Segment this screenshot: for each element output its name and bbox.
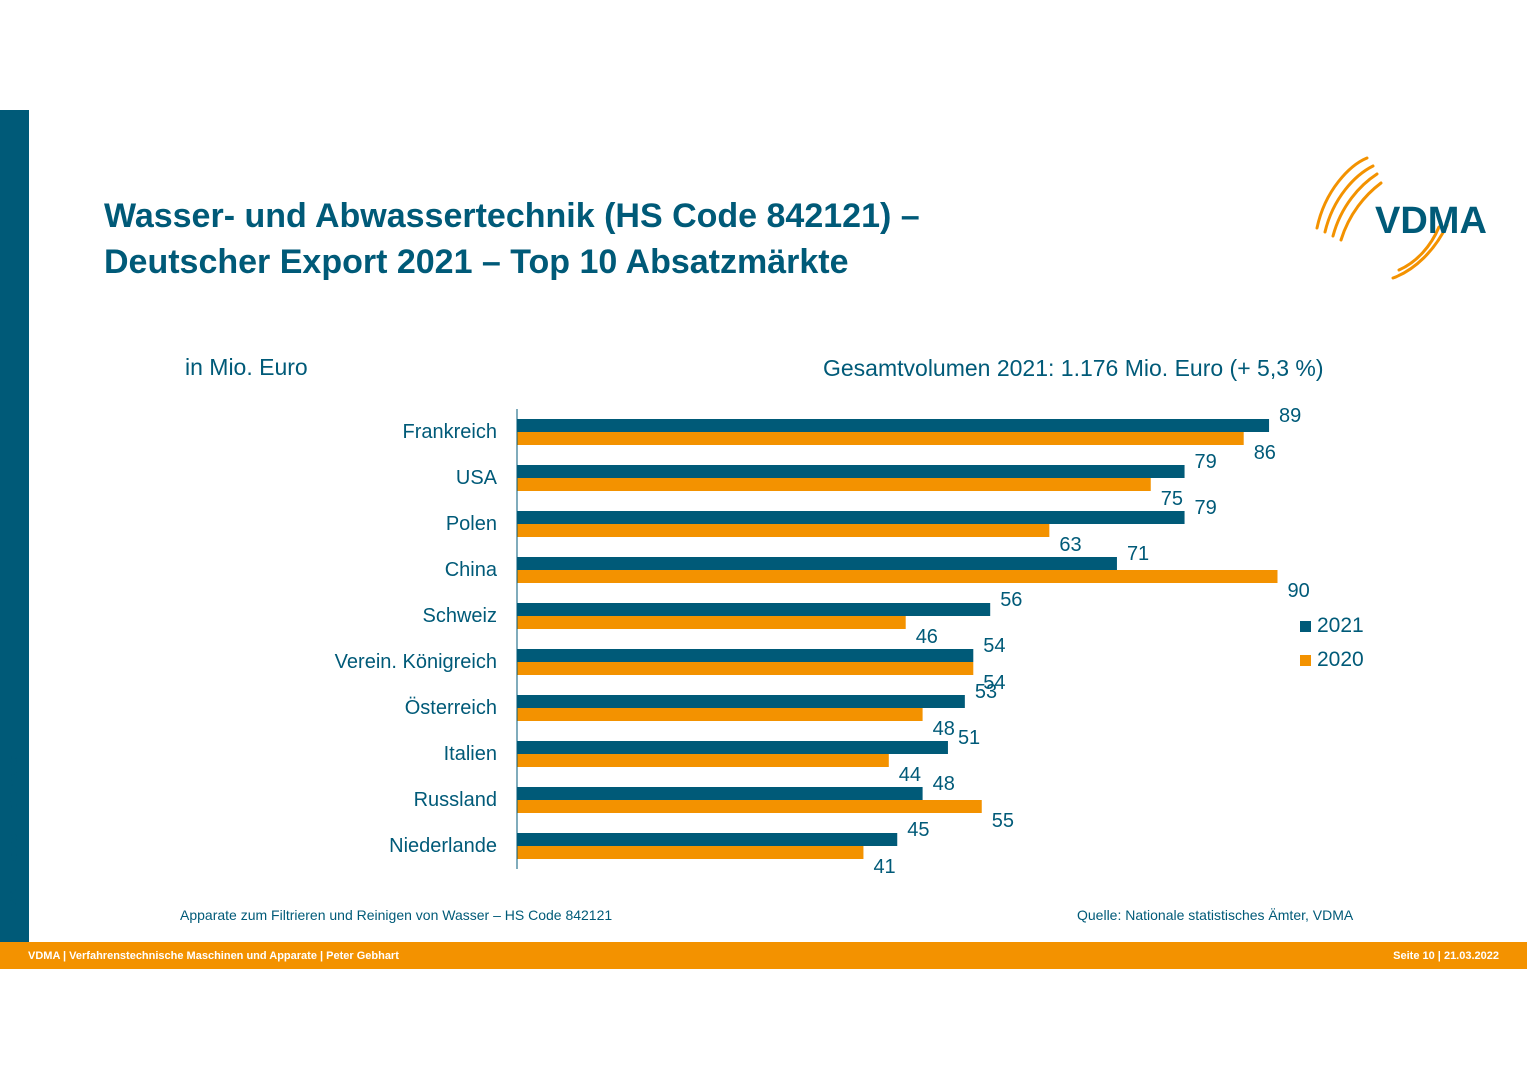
bar-2020-osterreich xyxy=(517,708,923,721)
bar-2020-russland xyxy=(517,800,982,813)
bar-2021-schweiz xyxy=(517,603,991,616)
legend-label-2020: 2020 xyxy=(1317,648,1364,671)
bar-2021-russland xyxy=(517,787,923,800)
bar-2020-usa xyxy=(517,478,1151,491)
value-label-2021-verein-konigreich: 54 xyxy=(983,635,1005,657)
vdma-logo: VDMA xyxy=(1315,156,1487,280)
bar-2020-niederlande xyxy=(517,846,864,859)
bar-2020-italien xyxy=(517,754,889,767)
footer-bar: VDMA | Verfahrenstechnische Maschinen un… xyxy=(0,942,1527,969)
category-label-polen: Polen xyxy=(446,513,497,535)
legend-label-2021: 2021 xyxy=(1317,614,1364,637)
value-label-2020-frankreich: 86 xyxy=(1254,442,1276,464)
bar-2020-schweiz xyxy=(517,616,906,629)
value-label-2020-china: 90 xyxy=(1288,580,1310,602)
category-label-usa: USA xyxy=(456,467,498,489)
value-label-2020-schweiz: 46 xyxy=(916,626,938,648)
legend-swatch-2020 xyxy=(1300,654,1311,666)
category-label-russland: Russland xyxy=(414,789,497,811)
bar-2021-niederlande xyxy=(517,833,898,846)
bar-2021-verein-konigreich xyxy=(517,649,974,662)
bar-2020-polen xyxy=(517,524,1050,537)
value-label-2020-italien: 44 xyxy=(899,764,921,786)
category-label-china: China xyxy=(445,559,498,581)
value-label-2021-italien: 51 xyxy=(958,727,980,749)
value-label-2020-usa: 75 xyxy=(1161,488,1183,510)
side-accent-bar xyxy=(0,110,29,942)
footer-left-text: VDMA | Verfahrenstechnische Maschinen un… xyxy=(28,950,399,962)
legend-item-2020: 2020 xyxy=(1300,643,1364,677)
bar-2020-frankreich xyxy=(517,432,1244,445)
category-label-italien: Italien xyxy=(444,743,497,765)
value-label-2021-niederlande: 45 xyxy=(907,819,929,841)
value-label-2021-russland: 48 xyxy=(933,773,955,795)
title-line-1: Wasser- und Abwassertechnik (HS Code 842… xyxy=(104,197,920,235)
footer-right-text: Seite 10 | 21.03.2022 xyxy=(1393,950,1499,962)
value-label-2021-schweiz: 56 xyxy=(1000,589,1022,611)
bar-2020-china xyxy=(517,570,1278,583)
value-label-2021-usa: 79 xyxy=(1195,451,1217,473)
category-label-frankreich: Frankreich xyxy=(403,421,497,443)
bar-2021-polen xyxy=(517,511,1185,524)
value-label-2020-polen: 63 xyxy=(1059,534,1081,556)
unit-label: in Mio. Euro xyxy=(185,354,308,380)
value-label-2020-niederlande: 41 xyxy=(873,856,895,878)
bar-2021-usa xyxy=(517,465,1185,478)
value-label-2021-china: 71 xyxy=(1127,543,1149,565)
category-label-niederlande: Niederlande xyxy=(389,835,497,857)
page-title: Wasser- und Abwassertechnik (HS Code 842… xyxy=(104,193,920,285)
legend: 2021 2020 xyxy=(1300,609,1364,677)
footnote-description: Apparate zum Filtrieren und Reinigen von… xyxy=(180,907,613,923)
category-label-verein-konigreich: Verein. Königreich xyxy=(335,651,497,673)
total-volume-label: Gesamtvolumen 2021: 1.176 Mio. Euro (+ 5… xyxy=(823,355,1324,381)
value-label-2020-verein-konigreich: 54 xyxy=(983,672,1005,694)
bar-2021-osterreich xyxy=(517,695,965,708)
value-label-2020-russland: 55 xyxy=(992,810,1014,832)
category-label-schweiz: Schweiz xyxy=(423,605,497,627)
value-label-2021-frankreich: 89 xyxy=(1279,405,1301,427)
legend-swatch-2021 xyxy=(1300,620,1311,632)
category-label-osterreich: Österreich xyxy=(405,697,497,719)
vdma-logo-text: VDMA xyxy=(1375,200,1487,242)
legend-item-2021: 2021 xyxy=(1300,609,1364,643)
bar-2021-china xyxy=(517,557,1117,570)
value-label-2021-polen: 79 xyxy=(1195,497,1217,519)
bar-2020-verein-konigreich xyxy=(517,662,974,675)
bar-2021-frankreich xyxy=(517,419,1270,432)
value-label-2020-osterreich: 48 xyxy=(933,718,955,740)
title-line-2: Deutscher Export 2021 – Top 10 Absatzmär… xyxy=(104,243,849,281)
bar-2021-italien xyxy=(517,741,948,754)
vdma-arcs-icon xyxy=(1315,156,1449,280)
value-label-2021-osterreich: 53 xyxy=(975,681,997,703)
footnote-source: Quelle: Nationale statistisches Ämter, V… xyxy=(1077,907,1354,923)
